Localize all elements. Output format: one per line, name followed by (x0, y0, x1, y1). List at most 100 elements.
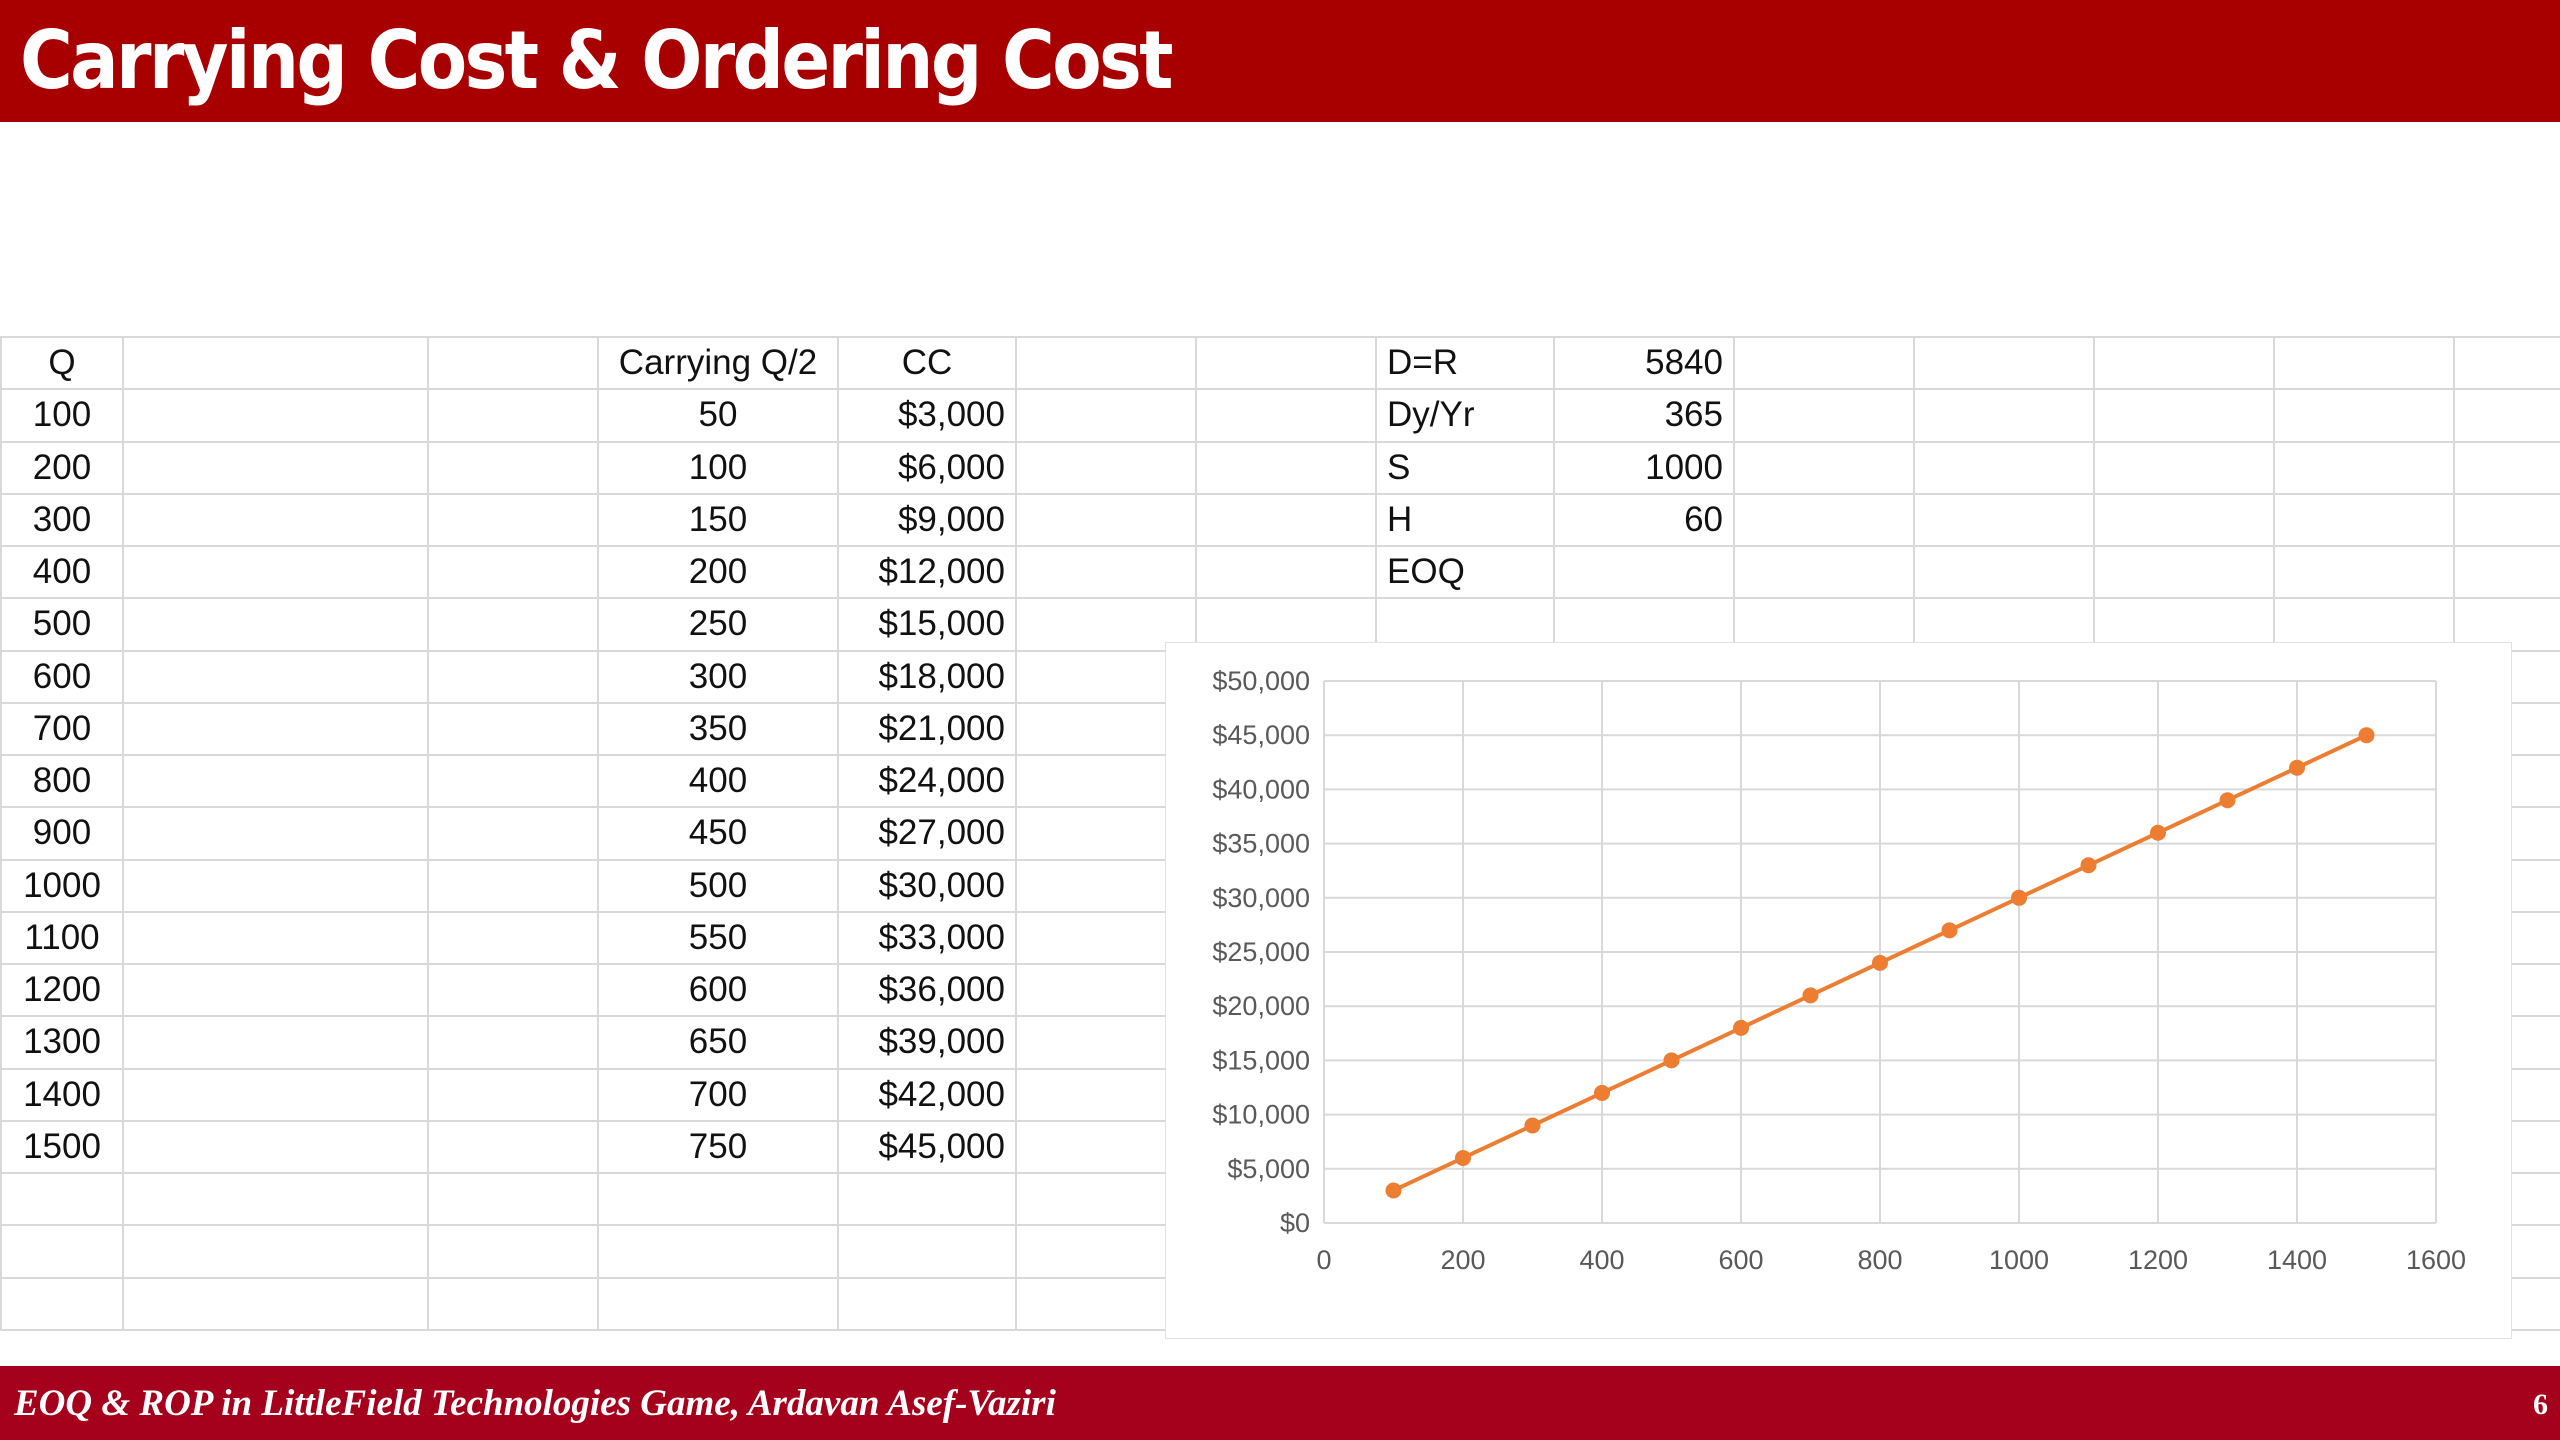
q-cell[interactable]: 1500 (0, 1119, 124, 1175)
header-carrying[interactable]: Carrying Q/2 (597, 335, 839, 391)
cc-cell[interactable]: $6,000 (837, 440, 1017, 495)
sheet-cell[interactable] (122, 492, 429, 548)
sheet-cell[interactable] (427, 1119, 599, 1175)
sheet-cell[interactable] (122, 1276, 429, 1331)
param-value[interactable]: 365 (1553, 388, 1735, 443)
sheet-cell[interactable] (1195, 544, 1377, 600)
sheet-cell[interactable] (427, 962, 599, 1018)
sheet-cell[interactable] (122, 1119, 429, 1175)
sheet-cell[interactable] (2273, 544, 2455, 600)
carrying-cell[interactable]: 200 (597, 544, 839, 600)
sheet-cell[interactable] (0, 1276, 124, 1331)
sheet-cell[interactable] (1913, 544, 2095, 600)
q-cell[interactable]: 300 (0, 492, 124, 548)
q-cell[interactable]: 200 (0, 440, 124, 495)
sheet-cell[interactable] (122, 701, 429, 757)
carrying-cell[interactable]: 100 (597, 440, 839, 495)
sheet-cell[interactable] (427, 1067, 599, 1122)
cc-cell[interactable]: $12,000 (837, 544, 1017, 600)
q-cell[interactable]: 800 (0, 753, 124, 809)
carrying-cell[interactable]: 750 (597, 1119, 839, 1175)
carrying-cell[interactable]: 50 (597, 388, 839, 443)
sheet-cell[interactable] (427, 335, 599, 391)
sheet-cell[interactable] (427, 910, 599, 966)
sheet-cell[interactable] (837, 1171, 1017, 1227)
q-cell[interactable]: 600 (0, 649, 124, 704)
sheet-cell[interactable] (122, 1015, 429, 1070)
sheet-cell[interactable] (2273, 492, 2455, 548)
sheet-cell[interactable] (427, 753, 599, 809)
sheet-cell[interactable] (122, 753, 429, 809)
q-cell[interactable]: 900 (0, 806, 124, 861)
sheet-cell[interactable] (122, 910, 429, 966)
sheet-cell[interactable] (1195, 492, 1377, 548)
sheet-cell[interactable] (427, 597, 599, 652)
param-label[interactable]: Dy/Yr (1375, 388, 1555, 443)
sheet-cell[interactable] (1015, 388, 1197, 443)
sheet-cell[interactable] (427, 388, 599, 443)
param-label[interactable]: D=R (1375, 335, 1555, 391)
sheet-cell[interactable] (427, 440, 599, 495)
carrying-cell[interactable]: 250 (597, 597, 839, 652)
carrying-cell[interactable]: 150 (597, 492, 839, 548)
carrying-cell[interactable]: 300 (597, 649, 839, 704)
param-label[interactable]: S (1375, 440, 1555, 495)
sheet-cell[interactable] (1015, 440, 1197, 495)
sheet-cell[interactable] (1733, 492, 1915, 548)
cc-cell[interactable]: $36,000 (837, 962, 1017, 1018)
carrying-cell[interactable]: 400 (597, 753, 839, 809)
sheet-cell[interactable] (427, 649, 599, 704)
sheet-cell[interactable] (122, 388, 429, 443)
sheet-cell[interactable] (427, 1015, 599, 1070)
carrying-cell[interactable]: 350 (597, 701, 839, 757)
sheet-cell[interactable] (837, 1276, 1017, 1331)
chart-area[interactable]: $0 $5,000 $10,000 $15,000 $20,000 $25,000 $30,… (1165, 642, 2512, 1339)
sheet-cell[interactable] (0, 1224, 124, 1279)
sheet-cell[interactable] (122, 335, 429, 391)
sheet-cell[interactable] (1195, 388, 1377, 443)
sheet-cell[interactable] (2453, 388, 2560, 443)
q-cell[interactable]: 1400 (0, 1067, 124, 1122)
sheet-cell[interactable] (122, 544, 429, 600)
cc-cell[interactable]: $21,000 (837, 701, 1017, 757)
sheet-cell[interactable] (1913, 492, 2095, 548)
sheet-cell[interactable] (1195, 440, 1377, 495)
sheet-cell[interactable] (122, 858, 429, 913)
sheet-cell[interactable] (122, 649, 429, 704)
sheet-cell[interactable] (0, 1171, 124, 1227)
cc-cell[interactable]: $30,000 (837, 858, 1017, 913)
sheet-cell[interactable] (122, 1067, 429, 1122)
sheet-cell[interactable] (1195, 335, 1377, 391)
carrying-cell[interactable]: 700 (597, 1067, 839, 1122)
carrying-cell[interactable]: 500 (597, 858, 839, 913)
q-cell[interactable]: 500 (0, 597, 124, 652)
sheet-cell[interactable] (122, 1171, 429, 1227)
sheet-cell[interactable] (122, 806, 429, 861)
carrying-cell[interactable]: 450 (597, 806, 839, 861)
sheet-cell[interactable] (2273, 440, 2455, 495)
sheet-cell[interactable] (1733, 335, 1915, 391)
q-cell[interactable]: 400 (0, 544, 124, 600)
sheet-cell[interactable] (1733, 544, 1915, 600)
sheet-cell[interactable] (597, 1276, 839, 1331)
sheet-cell[interactable] (427, 1224, 599, 1279)
sheet-cell[interactable] (1913, 335, 2095, 391)
cc-cell[interactable]: $24,000 (837, 753, 1017, 809)
q-cell[interactable]: 1000 (0, 858, 124, 913)
sheet-cell[interactable] (2273, 335, 2455, 391)
cc-cell[interactable]: $15,000 (837, 597, 1017, 652)
sheet-cell[interactable] (2273, 388, 2455, 443)
sheet-cell[interactable] (2093, 544, 2275, 600)
cc-cell[interactable]: $39,000 (837, 1015, 1017, 1070)
sheet-cell[interactable] (597, 1224, 839, 1279)
sheet-cell[interactable] (2453, 544, 2560, 600)
sheet-cell[interactable] (427, 544, 599, 600)
sheet-cell[interactable] (1733, 440, 1915, 495)
param-value[interactable]: 1000 (1553, 440, 1735, 495)
param-label[interactable]: EOQ (1375, 544, 1555, 600)
sheet-cell[interactable] (427, 1171, 599, 1227)
sheet-cell[interactable] (1015, 335, 1197, 391)
sheet-cell[interactable] (122, 440, 429, 495)
sheet-cell[interactable] (122, 1224, 429, 1279)
q-cell[interactable]: 1100 (0, 910, 124, 966)
